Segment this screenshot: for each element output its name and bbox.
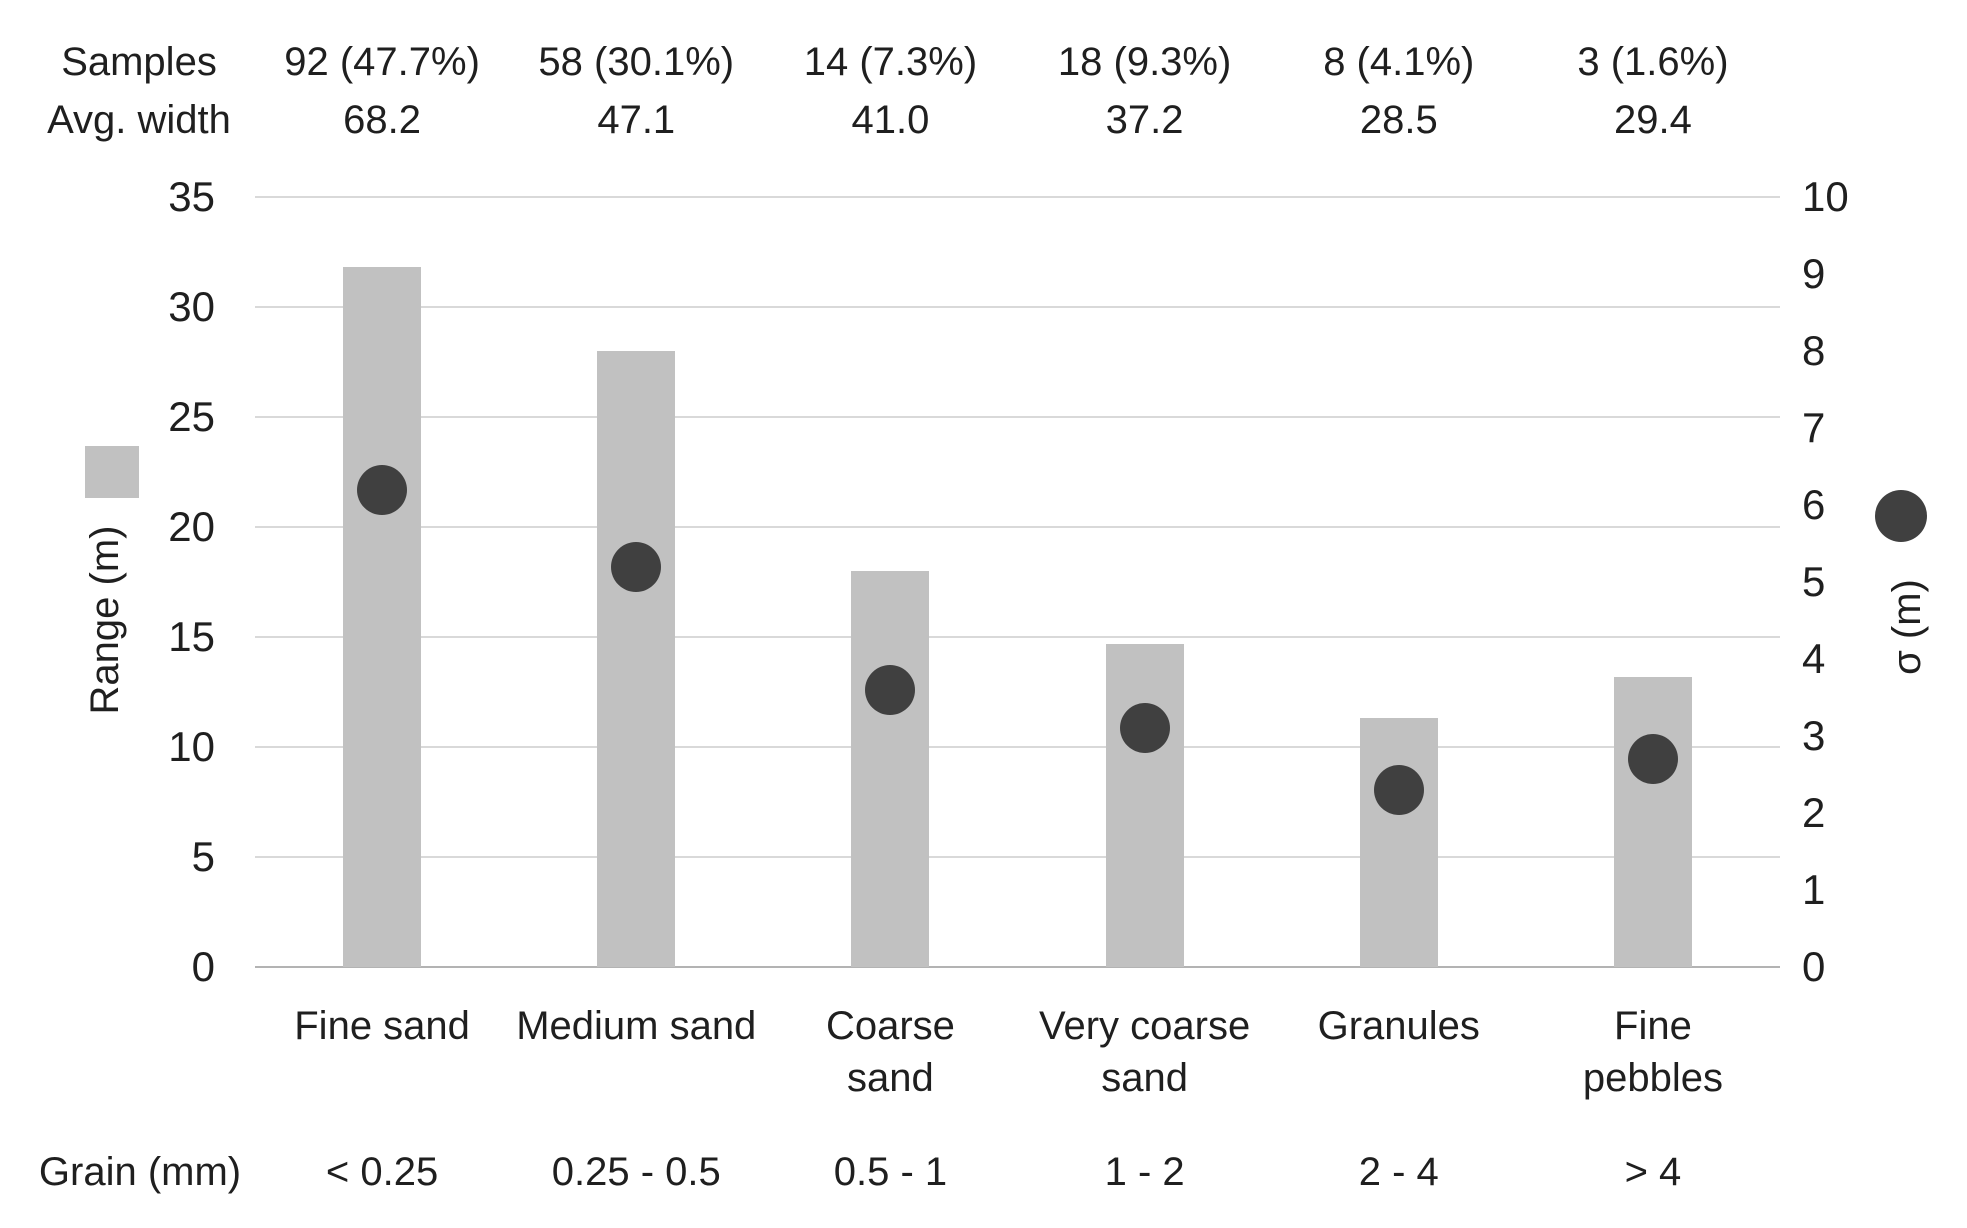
samples-value: 92 (47.7%): [284, 40, 480, 84]
grain-value: 0.5 - 1: [833, 1150, 948, 1194]
samples-value: 3 (1.6%): [1577, 40, 1729, 84]
sigma-dot: [1373, 764, 1424, 815]
right-axis-tick-label: 2: [1802, 789, 1826, 836]
sigma-dot: [865, 664, 916, 715]
samples-value: 58 (30.1%): [538, 40, 735, 84]
range-bar: [1359, 718, 1438, 967]
gridline: [255, 196, 1780, 198]
range-bar: [1613, 676, 1692, 967]
range-bar: [597, 351, 676, 967]
samples-row-label: Samples: [61, 40, 217, 84]
gridline: [255, 526, 1780, 528]
grain-value: 2 - 4: [1358, 1150, 1439, 1194]
grain-value: 1 - 2: [1104, 1150, 1185, 1194]
samples-value: 14 (7.3%): [803, 40, 978, 84]
category-label: Fine sand: [294, 1004, 470, 1048]
avg-width-row: 68.2 47.1 41.0 37.2 28.5 29.4: [255, 94, 1780, 146]
grain-value: 0.25 - 0.5: [551, 1150, 721, 1194]
right-axis-tick-label: 0: [1802, 943, 1826, 990]
grain-row: < 0.25 0.25 - 0.5 0.5 - 1 1 - 2 2 - 4 > …: [255, 1146, 1780, 1198]
right-axis-tick-label: 8: [1802, 327, 1826, 374]
gridline: [255, 306, 1780, 308]
category-label: Very coarse sand: [1038, 1004, 1251, 1100]
right-axis-tick-label: 7: [1802, 404, 1826, 451]
left-axis-tick-label: 0: [191, 943, 215, 990]
left-axis-tick-label: 15: [168, 613, 215, 660]
left-axis-tick-label: 25: [168, 393, 215, 440]
range-bar: [343, 267, 422, 967]
gridline: [255, 636, 1780, 638]
avg-width-value: 37.2: [1105, 98, 1184, 142]
sigma-dot: [1119, 703, 1170, 754]
category-label: Granules: [1317, 1004, 1480, 1048]
avg-width-value: 47.1: [597, 98, 676, 142]
grain-row-label: Grain (mm): [38, 1150, 242, 1194]
gridline: [255, 416, 1780, 418]
category-label: Fine pebbles: [1582, 1004, 1723, 1100]
x-axis-line: [255, 966, 1780, 968]
gridline: [255, 746, 1780, 748]
grain-value: > 4: [1624, 1150, 1682, 1194]
avg-width-value: 68.2: [343, 98, 422, 142]
grain-value: < 0.25: [325, 1150, 439, 1194]
sigma-dot: [357, 464, 408, 515]
left-axis-tick-label: 20: [168, 503, 215, 550]
avg-width-row-label: Avg. width: [47, 98, 231, 142]
avg-width-value: 28.5: [1359, 98, 1438, 142]
range-legend-swatch: [85, 446, 139, 498]
right-axis-tick-label: 1: [1802, 866, 1826, 913]
range-bar: [1105, 643, 1184, 967]
right-axis-tick-label: 4: [1802, 635, 1826, 682]
right-axis-tick-label: 5: [1802, 558, 1826, 605]
samples-row: 92 (47.7%) 58 (30.1%) 14 (7.3%) 18 (9.3%…: [255, 36, 1780, 88]
left-axis-tick-label: 35: [168, 173, 215, 220]
plot-area: [255, 196, 1780, 968]
sigma-dot: [1627, 734, 1678, 785]
sigma-legend-swatch: [1875, 490, 1927, 542]
right-axis-tick-label: 3: [1802, 712, 1826, 759]
right-axis-tick-label: 9: [1802, 250, 1826, 297]
right-axis-tick-label: 10: [1802, 173, 1849, 220]
sigma-dot: [611, 541, 662, 592]
samples-value: 18 (9.3%): [1057, 40, 1232, 84]
category-label: Medium sand: [516, 1004, 757, 1048]
gridline: [255, 856, 1780, 858]
left-axis-tick-label: 30: [168, 283, 215, 330]
left-axis-tick-label: 5: [191, 833, 215, 880]
category-label: Coarse sand: [825, 1004, 955, 1100]
category-axis-labels: Fine sand Medium sand Coarse sand Very c…: [255, 1000, 1780, 1104]
left-axis-tick-label: 10: [168, 723, 215, 770]
range-bar: [851, 571, 930, 967]
right-axis-tick-label: 6: [1802, 481, 1826, 528]
avg-width-value: 41.0: [851, 98, 930, 142]
samples-value: 8 (4.1%): [1323, 40, 1475, 84]
avg-width-value: 29.4: [1614, 98, 1692, 142]
